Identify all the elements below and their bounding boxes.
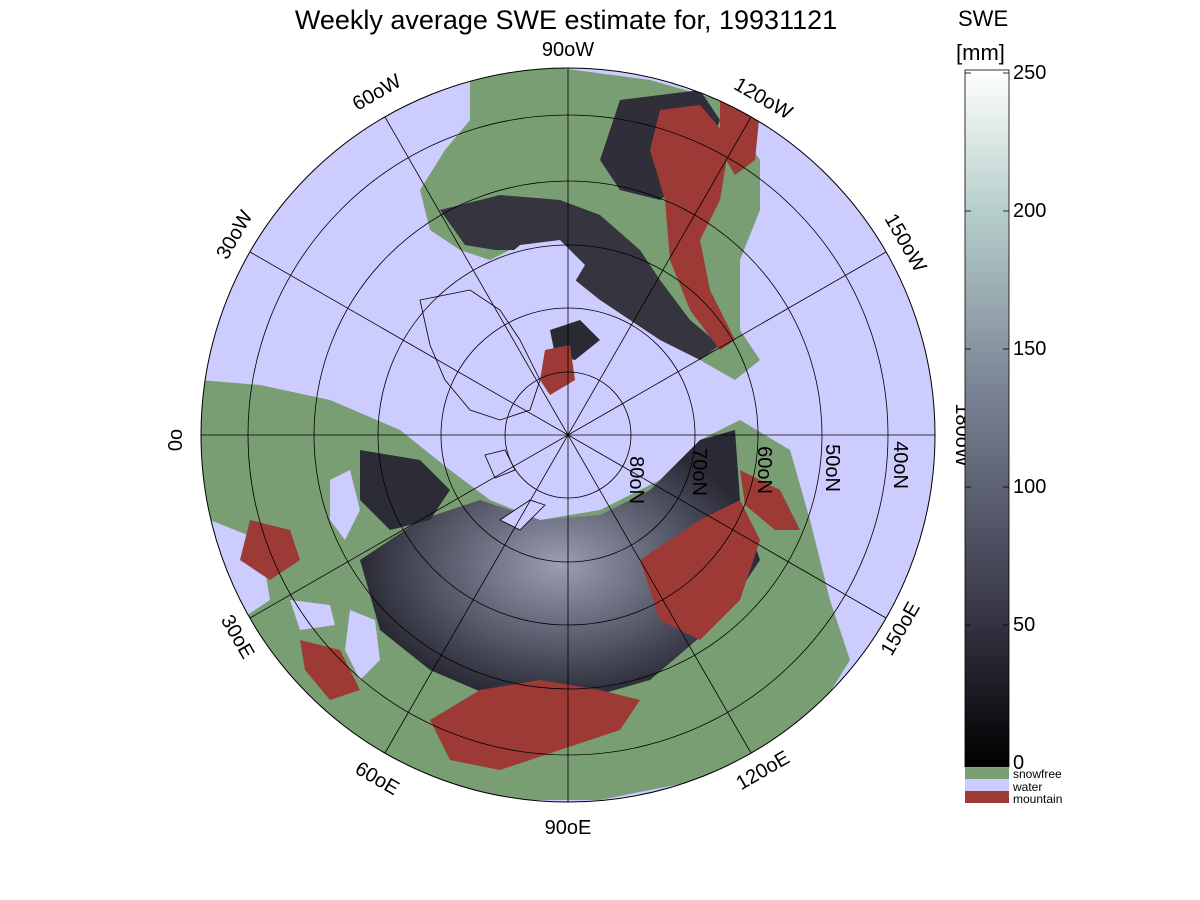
lat-label-50n: 50oN [821,444,843,492]
colorbar-tick-200: 200 [1013,201,1046,221]
lon-label-60w: 60oW [349,70,405,115]
lon-label-90w: 90oW [542,39,594,61]
legend-mountain-label: mountain [1013,793,1062,805]
colorbar-tick-100: 100 [1013,477,1046,497]
lon-label-90e: 90oE [545,817,592,839]
legend-snowfree-label: snowfree [1013,768,1062,780]
colorbar-tick-250: 250 [1013,63,1046,83]
colorbar-tick-50: 50 [1013,615,1035,635]
legend-snowfree-swatch [965,768,1009,779]
lon-label-60e: 60oE [351,758,402,800]
lat-label-80n: 80oN [625,456,647,504]
lat-label-40n: 40oN [889,441,911,489]
legend-mountain-swatch [965,791,1009,803]
lat-label-70n: 70oN [688,448,710,496]
colorbar-title: SWE [958,6,1008,32]
colorbar-tick-150: 150 [1013,339,1046,359]
lat-label-60n: 60oN [753,446,775,494]
colorbar-unit: [mm] [956,40,1005,66]
legend-water-swatch [965,779,1009,791]
lon-label-0: 0o [165,429,187,451]
colorbar [965,70,1009,767]
